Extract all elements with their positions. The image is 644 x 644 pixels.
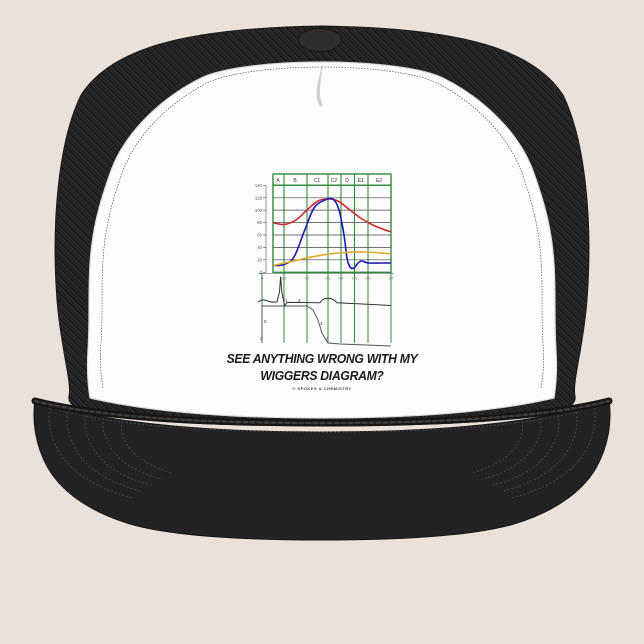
svg-text:0.7: 0.7 bbox=[389, 277, 394, 281]
svg-text:40: 40 bbox=[257, 245, 262, 250]
svg-text:0: 0 bbox=[261, 277, 263, 281]
svg-text:0.6: 0.6 bbox=[366, 277, 371, 281]
svg-text:0.4: 0.4 bbox=[339, 277, 344, 281]
svg-text:C2: C2 bbox=[331, 178, 338, 184]
svg-text:0.3: 0.3 bbox=[326, 277, 331, 281]
svg-text:60: 60 bbox=[257, 233, 262, 238]
svg-text:0.5: 0.5 bbox=[352, 277, 357, 281]
svg-text:C1: C1 bbox=[314, 178, 321, 184]
svg-text:140: 140 bbox=[255, 183, 263, 188]
svg-text:100: 100 bbox=[255, 208, 263, 213]
svg-text:120: 120 bbox=[255, 196, 263, 201]
svg-text:0.1: 0.1 bbox=[282, 277, 287, 281]
svg-text:D: D bbox=[345, 178, 349, 184]
svg-text:E2: E2 bbox=[376, 178, 382, 184]
svg-text:20: 20 bbox=[257, 258, 262, 263]
svg-text:0.2: 0.2 bbox=[305, 277, 310, 281]
svg-text:80: 80 bbox=[257, 220, 262, 225]
svg-text:E1: E1 bbox=[358, 178, 364, 184]
